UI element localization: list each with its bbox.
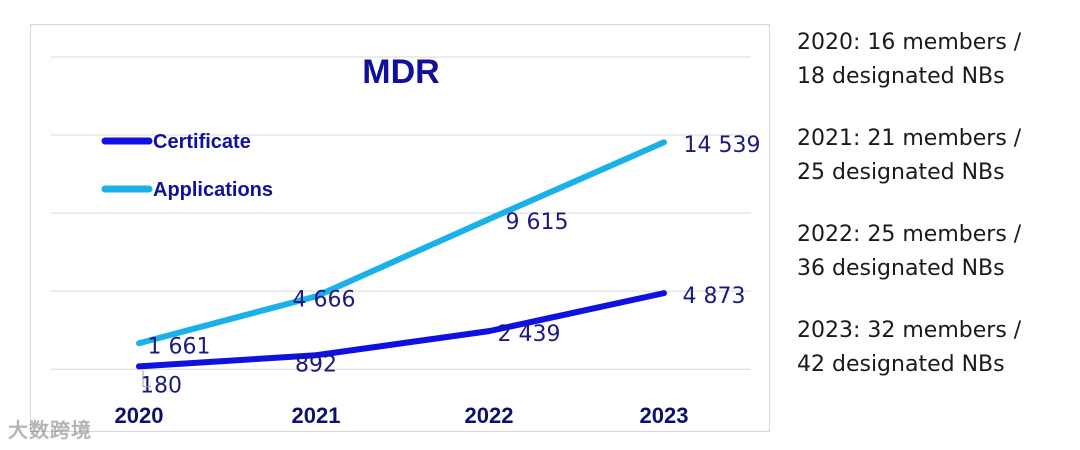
x-tick-label: 2023 <box>640 403 689 428</box>
data-label: 892 <box>295 352 337 377</box>
data-label: 2 439 <box>498 322 561 347</box>
note-line: 42 designated NBs <box>797 352 1005 377</box>
mdr-line-chart: MDR 2020 2021 2022 2023 Certificate Applicatio… <box>51 53 761 428</box>
note-line: 18 designated NBs <box>797 64 1005 89</box>
data-label: 1 661 <box>148 334 211 359</box>
chart-container: MDR 2020 2021 2022 2023 Certificate Applicatio… <box>30 24 770 432</box>
note-line: 2022: 25 members / <box>797 222 1022 247</box>
legend-label: Applications <box>153 179 273 201</box>
data-label: 14 539 <box>684 133 761 158</box>
x-tick-label: 2021 <box>292 403 341 428</box>
legend-label: Certificate <box>153 131 251 153</box>
note-2023: 2023: 32 members / 42 designated NBs <box>797 314 1067 382</box>
side-notes: 2020: 16 members / 18 designated NBs 202… <box>797 26 1067 410</box>
note-line: 25 designated NBs <box>797 160 1005 185</box>
data-label: 9 615 <box>506 210 569 235</box>
x-tick-label: 2022 <box>465 403 514 428</box>
data-label: 4 873 <box>683 284 746 309</box>
chart-title: MDR <box>362 53 439 91</box>
note-line: 36 designated NBs <box>797 256 1005 281</box>
label-leader-line <box>142 370 151 387</box>
series-line <box>136 139 667 347</box>
watermark-logo: 大数跨境 <box>8 418 92 442</box>
data-label: 4 666 <box>293 287 356 312</box>
note-line: 2021: 21 members / <box>797 126 1022 151</box>
note-2021: 2021: 21 members / 25 designated NBs <box>797 122 1067 190</box>
x-tick-label: 2020 <box>115 403 164 428</box>
note-line: 2020: 16 members / <box>797 30 1022 55</box>
note-2022: 2022: 25 members / 36 designated NBs <box>797 218 1067 286</box>
note-2020: 2020: 16 members / 18 designated NBs <box>797 26 1067 94</box>
note-line: 2023: 32 members / <box>797 318 1022 343</box>
series-line <box>136 290 667 370</box>
